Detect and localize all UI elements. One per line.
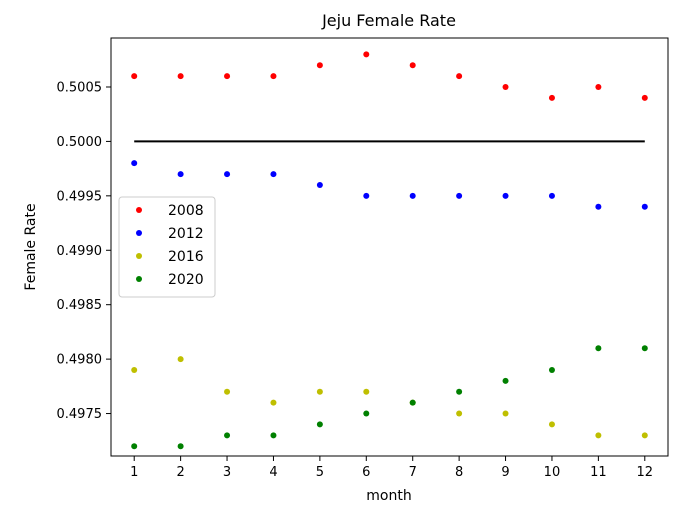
- legend-label: 2020: [168, 272, 204, 288]
- x-tick-label: 9: [501, 465, 509, 480]
- data-point-2008: [548, 94, 555, 101]
- x-tick-label: 1: [130, 465, 138, 480]
- plot-frame: [110, 37, 669, 457]
- series-2012: [131, 160, 648, 210]
- legend-label: 2016: [168, 249, 204, 265]
- data-point-2008: [409, 62, 416, 69]
- y-axis: 0.4975 0.4980 0.4985 0.4990 0.4995 0.5000 0.50…: [57, 80, 111, 422]
- data-point-2012: [177, 171, 184, 178]
- x-tick-label: 3: [223, 465, 231, 480]
- data-point-2012: [502, 192, 509, 199]
- data-point-2016: [316, 388, 323, 395]
- data-point-2012: [409, 192, 416, 199]
- data-point-2012: [548, 192, 555, 199]
- points-layer: [131, 51, 648, 450]
- y-tick-label: 0.5005: [57, 80, 103, 95]
- x-tick-label: 12: [637, 465, 654, 480]
- data-point-2012: [456, 192, 463, 199]
- data-point-2016: [456, 410, 463, 417]
- data-point-2020: [131, 443, 138, 450]
- data-point-2008: [131, 73, 138, 80]
- chart-title: Jeju Female Rate: [321, 11, 456, 30]
- x-axis: 1 2 3 4 5 6 7 8 9 10 11 12: [130, 456, 653, 480]
- data-point-2020: [270, 432, 277, 439]
- data-point-2008: [595, 83, 602, 90]
- y-tick-label: 0.4975: [57, 407, 103, 422]
- data-point-2008: [224, 73, 231, 80]
- data-point-2020: [177, 443, 184, 450]
- data-point-2012: [131, 160, 138, 167]
- legend-entry-2008: 2008: [136, 203, 204, 219]
- x-tick-label: 8: [455, 465, 463, 480]
- legend-label: 2012: [168, 226, 204, 242]
- data-point-2020: [224, 432, 231, 439]
- y-tick-label: 0.4995: [57, 189, 103, 204]
- data-point-2012: [224, 171, 231, 178]
- data-point-2016: [502, 410, 509, 417]
- legend-entry-2020: 2020: [136, 272, 204, 288]
- legend: 2008 2012 2016 2020: [118, 196, 216, 298]
- data-point-2020: [363, 410, 370, 417]
- x-tick-label: 6: [362, 465, 370, 480]
- x-tick-label: 10: [544, 465, 561, 480]
- y-tick-label: 0.4985: [57, 298, 103, 313]
- series-2008: [131, 51, 648, 101]
- data-point-2016: [131, 367, 138, 374]
- data-point-2020: [456, 388, 463, 395]
- data-point-2008: [316, 62, 323, 69]
- x-tick-label: 5: [316, 465, 324, 480]
- data-point-2012: [316, 181, 323, 188]
- data-point-2020: [548, 367, 555, 374]
- y-tick-label: 0.5000: [57, 135, 103, 150]
- legend-entry-2012: 2012: [136, 226, 204, 242]
- plot-area: [110, 37, 669, 457]
- data-point-2012: [641, 203, 648, 210]
- legend-marker: [136, 207, 142, 213]
- data-point-2016: [224, 388, 231, 395]
- legend-box: [118, 196, 216, 298]
- data-point-2008: [177, 73, 184, 80]
- data-point-2020: [502, 377, 509, 384]
- data-point-2016: [363, 388, 370, 395]
- legend-marker: [136, 253, 142, 259]
- data-point-2012: [595, 203, 602, 210]
- x-axis-title: month: [366, 488, 411, 504]
- data-point-2012: [363, 192, 370, 199]
- data-point-2008: [363, 51, 370, 58]
- y-tick-label: 0.4980: [57, 353, 103, 368]
- series-2016: [131, 356, 648, 439]
- data-point-2016: [641, 432, 648, 439]
- data-point-2016: [177, 356, 184, 363]
- y-tick-label: 0.4990: [57, 244, 103, 259]
- data-point-2020: [641, 345, 648, 352]
- legend-marker: [136, 230, 142, 236]
- data-point-2012: [270, 171, 277, 178]
- data-point-2020: [316, 421, 323, 428]
- data-point-2016: [595, 432, 602, 439]
- data-point-2008: [270, 73, 277, 80]
- legend-marker: [136, 276, 142, 282]
- data-point-2020: [595, 345, 602, 352]
- data-point-2016: [548, 421, 555, 428]
- x-tick-label: 2: [176, 465, 184, 480]
- data-point-2008: [502, 83, 509, 90]
- series-2020: [131, 345, 648, 450]
- legend-label: 2008: [168, 203, 204, 219]
- data-point-2016: [270, 399, 277, 406]
- x-tick-label: 11: [590, 465, 607, 480]
- y-axis-title: Female Rate: [23, 203, 39, 290]
- x-tick-label: 7: [409, 465, 417, 480]
- x-tick-label: 4: [269, 465, 277, 480]
- data-point-2020: [409, 399, 416, 406]
- legend-entry-2016: 2016: [136, 249, 204, 265]
- data-point-2008: [641, 94, 648, 101]
- data-point-2008: [456, 73, 463, 80]
